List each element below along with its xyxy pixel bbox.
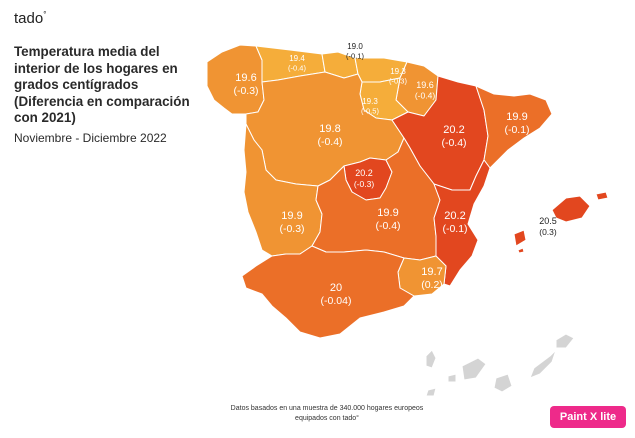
- label-pais-vasco: 19.3 (-0.3): [389, 67, 407, 86]
- canarias-la-palma: [425, 349, 437, 369]
- label-la-rioja: 19.3 (-0.5): [361, 97, 379, 116]
- label-cantabria: 19.0 (-0.1): [346, 42, 364, 61]
- label-castilla-y-leon: 19.8 (-0.4): [317, 123, 342, 148]
- label-aragon: 20.2 (-0.4): [441, 124, 466, 149]
- label-madrid: 20.2 (-0.3): [354, 168, 374, 189]
- map-title: Temperatura media del interior de los ho…: [14, 44, 190, 125]
- region-baleares-formentera: [517, 247, 525, 254]
- region-cataluna: [475, 85, 553, 169]
- canarias-la-gomera: [447, 373, 457, 383]
- watermark-badge: Paint X lite: [550, 406, 626, 428]
- label-navarra: 19.6 (-0.4): [415, 80, 435, 101]
- label-cataluna: 19.9 (-0.1): [504, 111, 529, 136]
- region-baleares-mallorca: [551, 195, 591, 223]
- region-baleares-menorca: [595, 191, 609, 201]
- label-baleares: 20.5 (0.3): [539, 216, 557, 237]
- label-galicia: 19.6 (-0.3): [233, 72, 258, 97]
- label-andalucia: 20 (-0.04): [321, 282, 352, 307]
- region-andalucia: [241, 245, 415, 339]
- label-castilla-la-mancha: 19.9 (-0.4): [375, 207, 400, 232]
- canarias-fuerteventura: [529, 349, 557, 379]
- canarias-tenerife: [461, 357, 487, 381]
- canarias-gran-canaria: [493, 373, 513, 393]
- canarias-el-hierro: [425, 387, 437, 397]
- canarias-lanzarote: [555, 333, 575, 349]
- label-asturias: 19.4 (-0.4): [288, 54, 306, 73]
- label-valencia: 20.2 (-0.1): [442, 210, 467, 235]
- label-extremadura: 19.9 (-0.3): [279, 210, 304, 235]
- tado-logo: tado°: [14, 10, 47, 27]
- footnote: Datos basados en una muestra de 340.000 …: [230, 405, 424, 422]
- label-murcia: 19.7 (0.2): [421, 266, 443, 291]
- map-subtitle: Noviembre - Diciembre 2022: [14, 131, 167, 145]
- region-valencia: [433, 159, 491, 287]
- region-baleares-ibiza: [513, 229, 527, 247]
